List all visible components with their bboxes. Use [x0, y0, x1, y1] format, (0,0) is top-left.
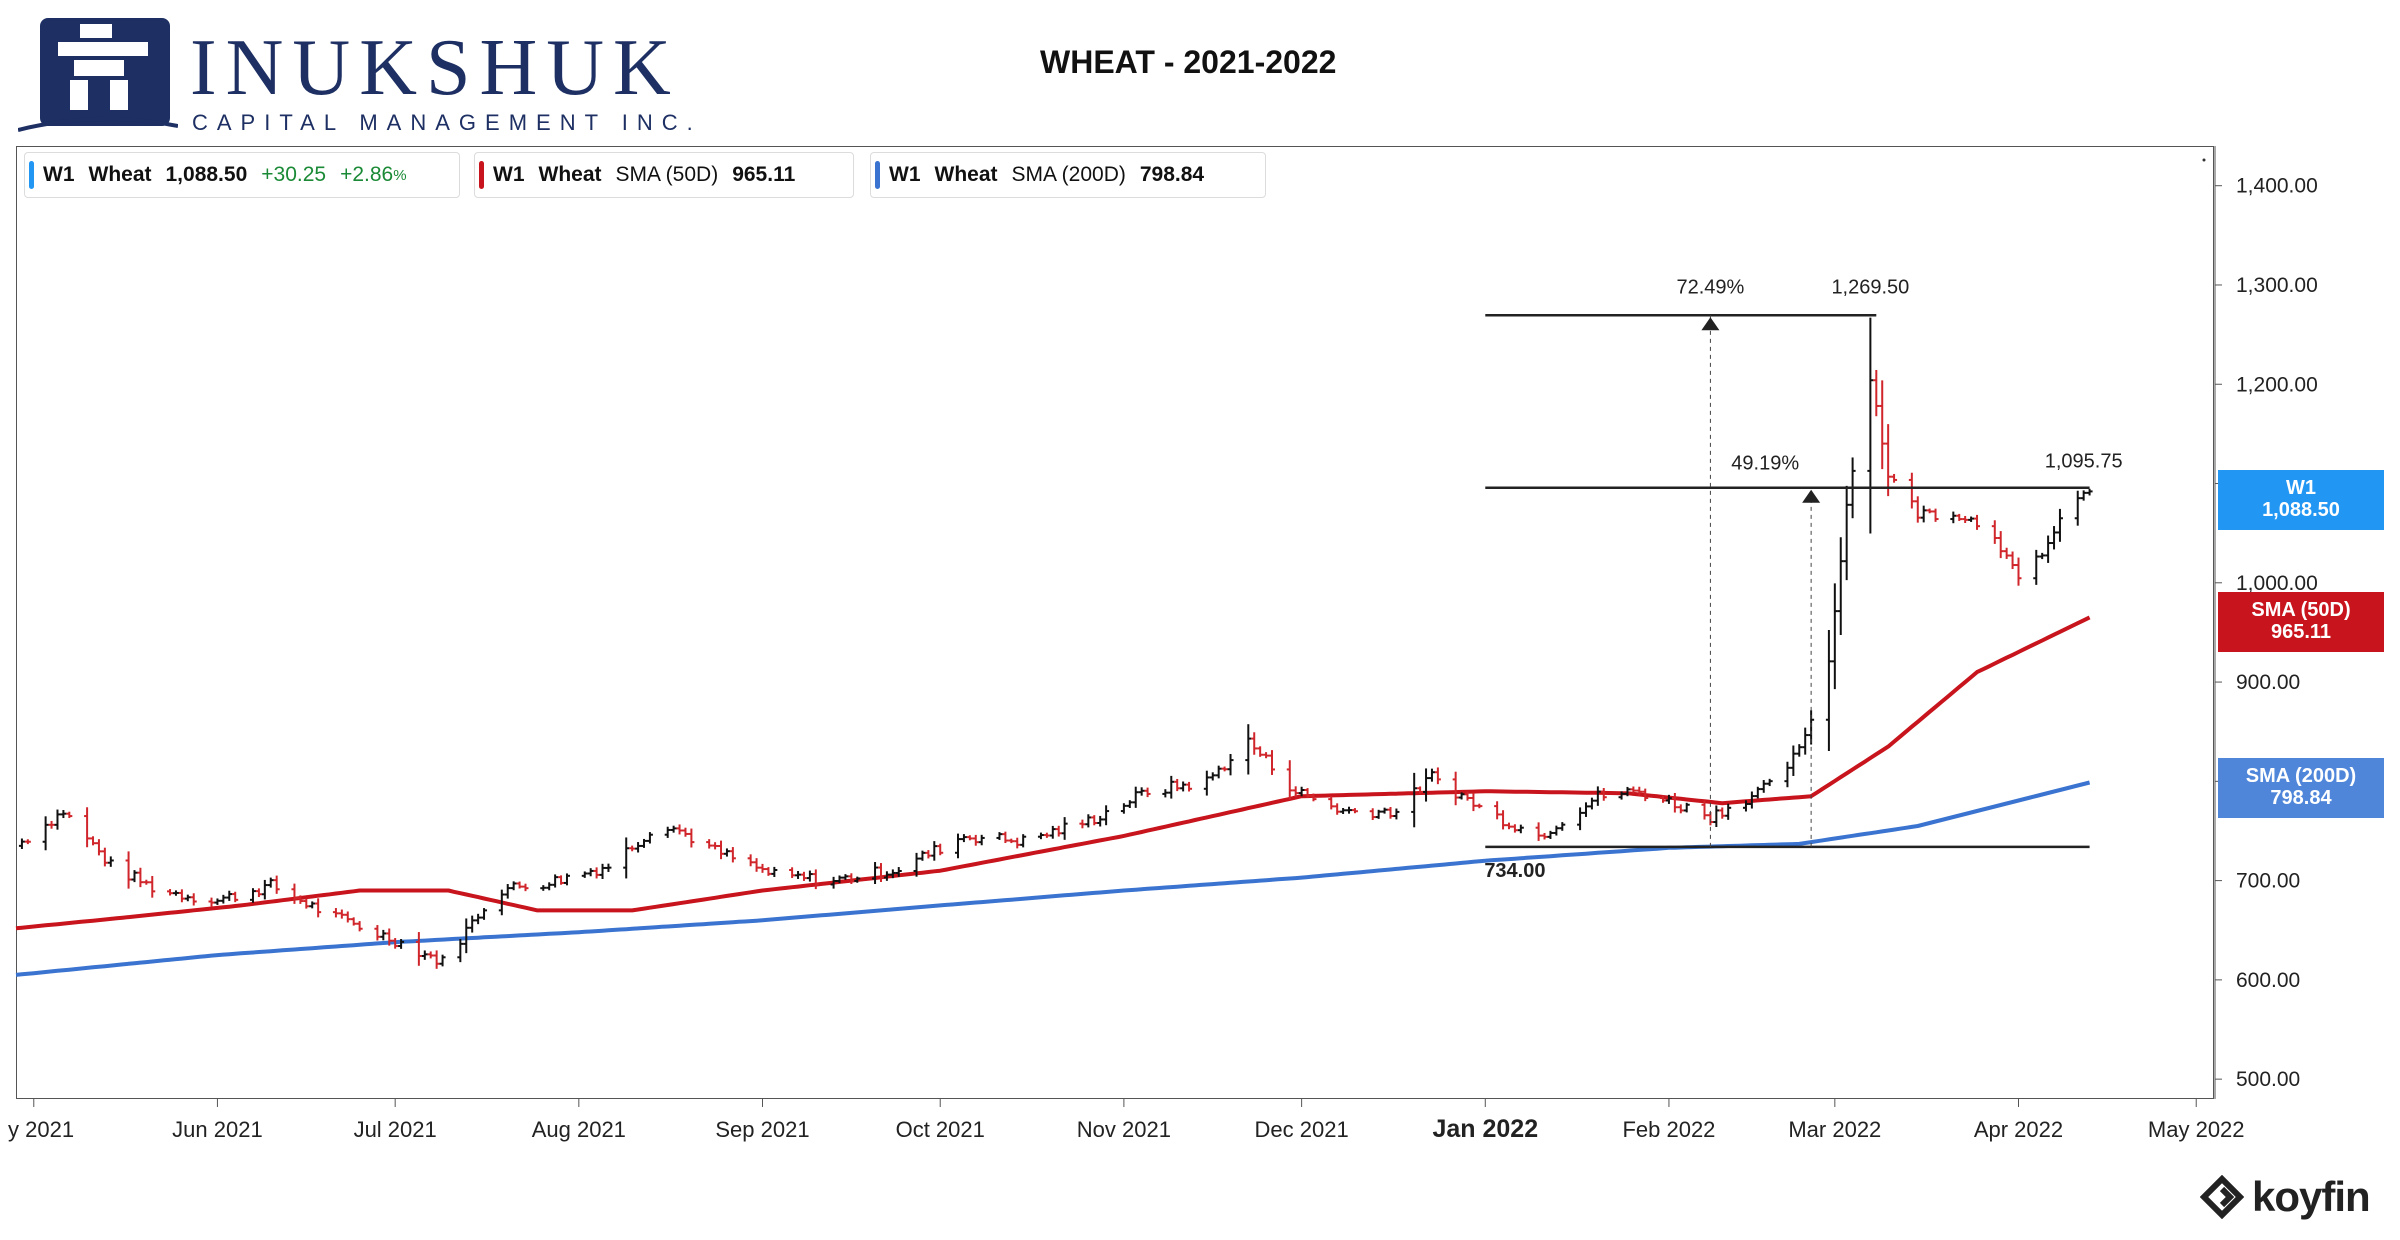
legend-price-value: 1,088.50	[165, 163, 248, 186]
y-tick-label: 1,300.00	[2236, 274, 2318, 297]
y-tick-label: 500.00	[2236, 1068, 2300, 1091]
y-tick-label: 1,400.00	[2236, 175, 2318, 198]
sma50-tag-value: 965.11	[2270, 621, 2332, 643]
legend-sma50-ticker: W1	[493, 163, 525, 186]
legend-sma50-indicator: SMA (50D)	[615, 163, 719, 186]
y-tick-label: 600.00	[2236, 969, 2300, 992]
x-tick-label: Aug 2021	[532, 1117, 626, 1142]
legend-price-pct: +2.86	[340, 163, 394, 186]
legend-price-pct-unit: %	[393, 166, 407, 184]
legend-sma200-indicator: SMA (200D)	[1011, 163, 1126, 186]
koyfin-watermark[interactable]: koyfin	[2200, 1172, 2380, 1222]
x-tick-label: Jun 2021	[172, 1117, 263, 1142]
legend-sma200-name: Wheat	[934, 163, 998, 186]
legend-sma200-ticker: W1	[889, 163, 921, 186]
x-tick-label: Jul 2021	[354, 1117, 437, 1142]
legend-sma200-swatch	[875, 161, 880, 189]
x-tick-label: Nov 2021	[1077, 1117, 1171, 1142]
koyfin-logo-icon	[2200, 1175, 2244, 1219]
legend-sma50-swatch	[479, 161, 484, 189]
x-tick-label: Jan 2022	[1432, 1115, 1538, 1143]
sma50-line	[15, 615, 2091, 931]
y-tick-label: 1,200.00	[2236, 373, 2318, 396]
y-tick-label: 700.00	[2236, 870, 2300, 893]
legend-sma50-name: Wheat	[538, 163, 602, 186]
legend-price[interactable]: W1 Wheat 1,088.50 +30.25 +2.86%	[24, 152, 460, 198]
price-tag: W1 1,088.50	[2218, 470, 2384, 530]
plot-area[interactable]	[16, 146, 2214, 1099]
legend-sma200[interactable]: W1 Wheat SMA (200D) 798.84	[870, 152, 1266, 198]
x-tick-label: Apr 2022	[1974, 1117, 2063, 1142]
sma200-tag: SMA (200D) 798.84	[2218, 758, 2384, 818]
x-tick-label: Mar 2022	[1788, 1117, 1881, 1142]
sma200-tag-value: 798.84	[2270, 787, 2332, 809]
sma200-line	[15, 780, 2091, 977]
annotation-label: 72.49%	[1676, 276, 1744, 298]
legend-sma50-value: 965.11	[732, 163, 796, 186]
measure-arrow	[1701, 317, 1720, 331]
x-tick-label: May 2022	[2148, 1117, 2245, 1142]
measure-arrow	[1802, 489, 1821, 503]
annotation-label: 734.00	[1484, 860, 1545, 882]
koyfin-wordmark: koyfin	[2252, 1173, 2371, 1220]
y-tick-label: 900.00	[2236, 671, 2300, 694]
corner-dot	[2202, 158, 2206, 162]
annotation-label: 49.19%	[1731, 453, 1799, 475]
annotation-label: 1,095.75	[2045, 451, 2123, 473]
sma200-tag-label: SMA (200D)	[2245, 765, 2357, 787]
sma50-tag-label: SMA (50D)	[2251, 599, 2351, 621]
chart-title: WHEAT - 2021-2022	[1040, 44, 1337, 80]
sma50-tag: SMA (50D) 965.11	[2218, 592, 2384, 652]
inukshuk-logo-icon	[18, 18, 178, 132]
y-tick-label: 1,000.00	[2236, 572, 2318, 595]
annotation-label: 1,269.50	[1831, 276, 1909, 298]
x-tick-label: Dec 2021	[1255, 1117, 1349, 1142]
logo-name: INUKSHUK	[190, 24, 680, 112]
x-tick-label: Feb 2022	[1622, 1117, 1715, 1142]
company-logo: INUKSHUK CAPITAL MANAGEMENT INC.	[18, 14, 693, 135]
legend-price-change: +30.25	[261, 163, 327, 186]
x-tick-label: Sep 2021	[715, 1117, 809, 1142]
legend-price-name: Wheat	[88, 163, 152, 186]
legend-price-swatch	[29, 161, 34, 189]
logo-subtitle: CAPITAL MANAGEMENT INC.	[192, 110, 702, 135]
x-tick-label: y 2021	[8, 1117, 74, 1142]
legend-sma50[interactable]: W1 Wheat SMA (50D) 965.11	[474, 152, 854, 198]
legend-price-ticker: W1	[43, 163, 75, 186]
legend-sma200-value: 798.84	[1139, 163, 1205, 186]
price-tag-value: 1,088.50	[2262, 499, 2340, 521]
price-tag-label: W1	[2286, 477, 2316, 499]
x-tick-label: Oct 2021	[896, 1117, 985, 1142]
